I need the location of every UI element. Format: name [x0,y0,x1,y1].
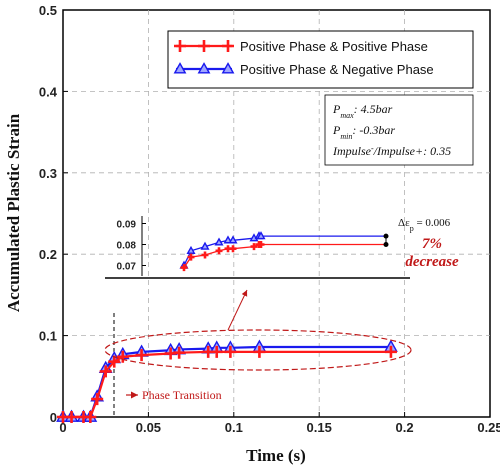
data-point-plus [135,349,148,362]
x-tick-label: 0.2 [396,420,414,435]
legend-marker [173,62,187,74]
data-point-plus [173,346,186,359]
legend-marker [174,40,186,52]
inset-point-triangle [200,241,210,250]
inset-point-plus [187,253,195,261]
decrease-percent: 7% [422,236,442,252]
y-tick-label: 0.1 [39,329,57,344]
phase-transition-label: Phase Transition [142,388,222,402]
inset-point-triangle [228,235,238,244]
inset-tick-label: 0.07 [117,262,137,273]
legend-marker [221,62,235,74]
x-tick-label: 0.25 [477,420,500,435]
zoom-arrow [227,289,248,331]
inset-point-triangle [214,237,224,246]
y-tick-label: 0.2 [39,247,57,262]
legend-marker [198,40,210,52]
legend-label: Positive Phase & Negative Phase [240,62,434,77]
inset-point-triangle [256,231,266,240]
inset-point-plus [229,245,237,253]
parameter-text: Pmax: 4.5bar [332,102,393,120]
data-point-plus [99,365,112,378]
series-group [56,339,398,423]
y-tick-label: 0.3 [39,166,57,181]
y-tick-label: 0.5 [39,3,57,18]
inset-point-plus [257,241,265,248]
data-point-plus [224,345,237,358]
parameter-text: Impulse-/Impulse+: 0.35 [332,144,451,159]
data-point-plus [91,393,104,406]
delta-annotation: Δεp = 0.006 [398,217,451,233]
legend: Positive Phase & Positive Phase Positive … [167,30,474,89]
inset-point-plus [215,247,223,255]
inset-point-triangle [223,235,233,244]
x-tick-label: 0.15 [307,420,332,435]
legend-marker [222,40,234,52]
x-axis-title: Time (s) [246,446,306,465]
inset-point-plus [180,264,188,272]
data-point-plus [84,411,97,423]
data-point-plus [210,345,223,358]
inset-series [179,231,389,272]
axis-ticks: 0 0.05 0.1 0.15 0.2 0.25 0 0.1 0.2 0.3 0.4 0.5 [39,3,500,435]
data-point-plus [108,355,121,368]
data-point-plus [116,350,129,363]
inset-ticks: 0.09 0.08 0.07 [117,220,146,273]
inset-point-plus [250,243,258,251]
x-tick-label: 0 [59,420,66,435]
y-tick-label: 0.4 [39,84,58,99]
legend-label: Positive Phase & Positive Phase [240,39,428,54]
inset-tick-label: 0.08 [117,241,137,252]
parameter-box: Pmax: 4.5bar Pmin: -0.3bar Impulse-/Impuls… [324,94,474,166]
inset-tick-label: 0.09 [117,220,137,231]
x-tick-label: 0.1 [225,420,243,435]
data-point-plus [65,411,78,423]
decrease-label: decrease [405,254,459,270]
y-axis-title: Accumulated Plastic Strain [4,113,23,312]
data-point-plus [384,345,397,358]
data-point-plus [253,345,266,358]
y-tick-label: 0 [50,410,57,425]
inset-point-plus [201,251,209,259]
x-tick-label: 0.05 [136,420,161,435]
parameter-text: Pmin: -0.3bar [332,123,395,141]
highlight-ellipse [104,329,412,371]
inset-point-triangle [186,245,196,254]
legend-marker [197,62,211,74]
